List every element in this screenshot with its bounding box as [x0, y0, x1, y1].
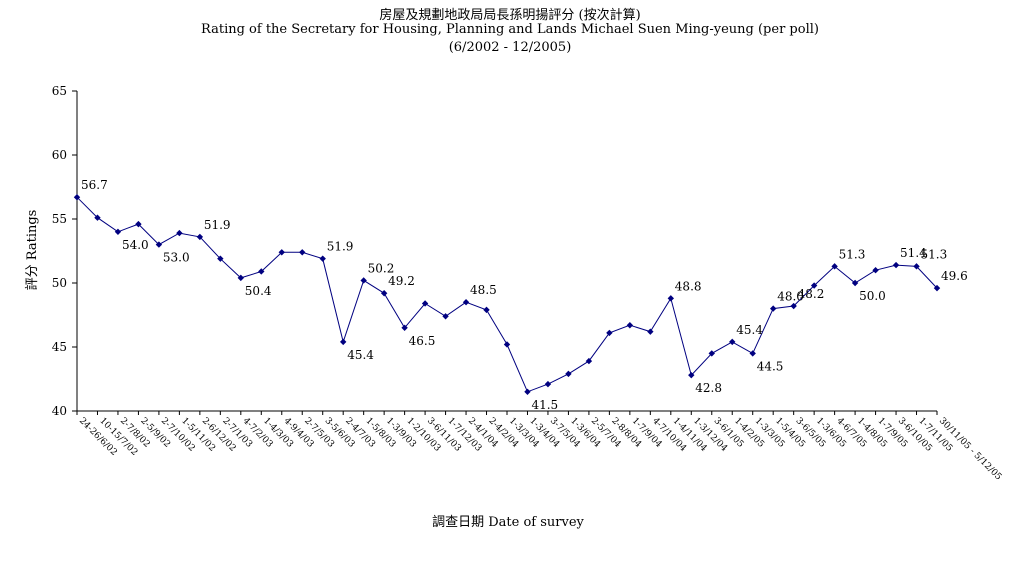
data-point — [114, 228, 122, 235]
data-point — [667, 295, 675, 302]
data-label: 48.2 — [798, 287, 825, 301]
data-point — [790, 302, 797, 310]
data-point — [135, 220, 142, 228]
data-label: 48.8 — [675, 279, 702, 293]
y-tick-label: 50 — [52, 276, 67, 290]
data-point — [626, 322, 634, 329]
data-label: 49.2 — [388, 274, 415, 288]
data-point — [647, 328, 654, 335]
data-point — [319, 255, 326, 262]
data-labels: 56.7 54.0 53.0 51.9 50.4 51.9 45.4 50.249.2 46.5… — [81, 178, 968, 412]
data-label: 48.0 — [777, 290, 804, 304]
x-tick-labels: 24-26/6/0210-15/7/022-7/8/022-5/9/022-7/… — [77, 416, 1004, 483]
data-label: 50.2 — [368, 261, 395, 275]
data-point — [462, 299, 470, 306]
axes: 40 45 50 55 60 65 — [52, 84, 938, 418]
data-point — [442, 313, 449, 320]
data-label: 51.9 — [204, 218, 231, 232]
data-label: 50.0 — [859, 289, 886, 303]
chart-subtitle: (6/2002 - 12/2005) — [448, 40, 572, 55]
data-point — [831, 263, 838, 270]
data-label: 41.5 — [531, 398, 558, 412]
data-label: 56.7 — [81, 178, 108, 192]
y-tick-label: 40 — [52, 404, 67, 418]
y-axis-title: 評分 Ratings — [25, 210, 40, 291]
y-tick-label: 45 — [52, 340, 67, 354]
data-point — [524, 388, 531, 395]
data-point — [299, 249, 306, 256]
data-label: 53.0 — [163, 251, 190, 265]
data-point — [708, 350, 715, 357]
data-point — [217, 255, 224, 262]
series-line — [73, 194, 941, 395]
y-tick-label: 65 — [52, 84, 67, 98]
data-point — [339, 338, 347, 346]
data-label: 51.9 — [327, 240, 354, 254]
data-point — [483, 306, 490, 314]
data-point — [872, 267, 879, 274]
data-label: 51.3 — [921, 247, 948, 261]
data-point — [749, 350, 756, 357]
data-label: 48.5 — [470, 283, 497, 297]
y-tick-label: 55 — [52, 212, 67, 226]
data-label: 45.4 — [347, 348, 374, 362]
x-axis-title: 調查日期 Date of survey — [432, 515, 584, 530]
data-point — [421, 300, 429, 307]
data-point — [503, 341, 511, 348]
data-label: 44.5 — [757, 359, 784, 373]
data-point — [73, 194, 81, 201]
y-tick-label: 60 — [52, 148, 67, 162]
data-point — [196, 233, 204, 241]
data-label: 51.4 — [900, 246, 927, 260]
data-point — [544, 380, 552, 388]
chart-title-zh: 房屋及規劃地政局局長孫明揚評分 (按次計算) — [379, 8, 641, 23]
data-point — [688, 371, 695, 379]
data-point — [278, 249, 285, 256]
data-point — [258, 268, 265, 275]
data-point — [585, 357, 593, 365]
data-point — [769, 305, 777, 312]
data-point — [94, 214, 101, 221]
data-point — [810, 282, 818, 289]
data-label: 42.8 — [695, 381, 722, 395]
data-point — [913, 263, 920, 270]
data-label: 54.0 — [122, 238, 149, 252]
data-point — [176, 229, 183, 237]
data-point — [380, 290, 388, 297]
data-point — [892, 261, 900, 269]
data-point — [565, 370, 572, 378]
data-point — [606, 329, 613, 337]
data-point — [851, 279, 859, 287]
data-point — [401, 324, 408, 331]
data-label: 46.5 — [409, 334, 436, 348]
data-point — [237, 274, 245, 282]
data-label: 49.6 — [941, 269, 968, 283]
data-point — [729, 338, 736, 346]
data-point — [933, 284, 941, 292]
data-label: 51.3 — [839, 247, 866, 261]
data-label: 45.4 — [736, 323, 763, 337]
data-label: 50.4 — [245, 284, 272, 298]
data-point — [155, 241, 163, 248]
data-point — [360, 277, 367, 284]
chart-title-en: Rating of the Secretary for Housing, Pla… — [201, 22, 819, 37]
